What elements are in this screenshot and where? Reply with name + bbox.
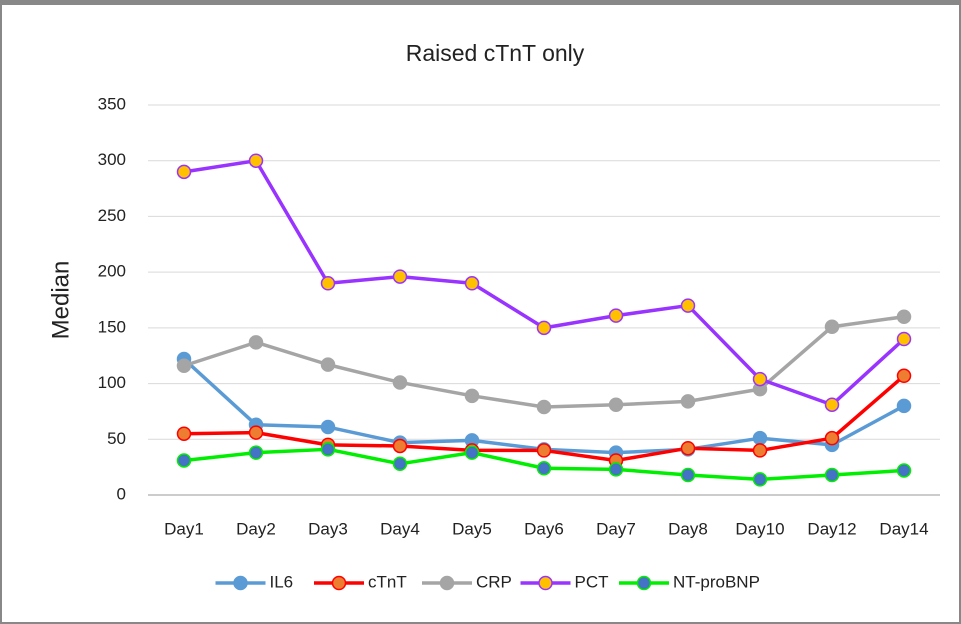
series-marker: [608, 397, 624, 412]
series-marker: [248, 153, 264, 168]
y-tick-label: 350: [98, 94, 126, 113]
x-tick-label: Day8: [668, 519, 708, 538]
legend-label: CRP: [476, 572, 512, 591]
series-marker: [824, 467, 840, 483]
series-marker: [464, 276, 480, 291]
series-marker: [248, 445, 264, 460]
series-marker: [608, 308, 624, 323]
x-tick-label: Day4: [380, 519, 420, 538]
x-tick-label: Day12: [807, 519, 856, 538]
series-marker: [536, 320, 552, 336]
series-marker: [680, 467, 696, 483]
legend-label: PCT: [575, 572, 609, 591]
top-border: [0, 0, 961, 5]
chart-title: Raised cTnT only: [406, 40, 585, 66]
y-tick-label: 250: [98, 206, 126, 225]
series-marker: [896, 309, 912, 324]
series-marker: [752, 443, 768, 458]
legend-marker: [538, 575, 553, 591]
series-marker: [176, 164, 192, 180]
series-marker: [320, 442, 336, 457]
series-marker: [248, 425, 264, 440]
series-marker: [824, 319, 840, 334]
series-marker: [320, 357, 336, 372]
series-marker: [896, 331, 912, 347]
x-tick-label: Day5: [452, 519, 492, 538]
series-marker: [752, 472, 768, 487]
series-marker: [248, 335, 264, 350]
legend-label: NT-proBNP: [673, 572, 760, 591]
series-marker: [464, 388, 480, 404]
y-tick-label: 150: [98, 317, 126, 336]
x-tick-label: Day2: [236, 519, 276, 538]
y-tick-label: 0: [117, 484, 126, 503]
x-tick-label: Day14: [879, 519, 928, 538]
y-tick-label: 300: [98, 150, 126, 169]
series-marker: [320, 419, 336, 435]
legend-label: cTnT: [368, 572, 407, 591]
series-marker: [392, 269, 408, 284]
series-marker: [392, 438, 408, 454]
x-tick-label: Day10: [735, 519, 784, 538]
legend-marker: [331, 575, 347, 591]
series-marker: [896, 398, 912, 414]
x-tick-label: Day7: [596, 519, 636, 538]
series-marker: [536, 443, 552, 458]
series-marker: [824, 430, 840, 446]
legend-marker: [439, 575, 455, 591]
series-marker: [680, 440, 696, 456]
x-tick-label: Day6: [524, 519, 564, 538]
series-marker: [824, 397, 840, 412]
series-marker: [464, 445, 480, 460]
x-tick-label: Day3: [308, 519, 348, 538]
series-marker: [392, 375, 408, 390]
series-marker: [752, 371, 768, 387]
series-marker: [536, 461, 552, 476]
x-tick-label: Day1: [164, 519, 204, 538]
y-axis-label: Median: [47, 261, 74, 340]
series-marker: [176, 426, 192, 441]
series-marker: [896, 368, 912, 384]
series-marker: [608, 462, 624, 477]
y-tick-label: 100: [98, 373, 126, 392]
series-marker: [176, 358, 192, 373]
y-tick-label: 200: [98, 262, 126, 281]
legend-label: IL6: [270, 572, 294, 591]
series-marker: [680, 394, 696, 409]
series-marker: [752, 430, 768, 446]
legend-marker: [636, 575, 652, 591]
legend-marker: [233, 575, 248, 591]
series-marker: [320, 276, 336, 291]
series-marker: [680, 298, 696, 313]
series-marker: [896, 463, 912, 478]
y-tick-label: 50: [107, 429, 126, 448]
series-marker: [392, 456, 408, 472]
series-marker: [176, 453, 192, 468]
series-marker: [536, 399, 552, 415]
